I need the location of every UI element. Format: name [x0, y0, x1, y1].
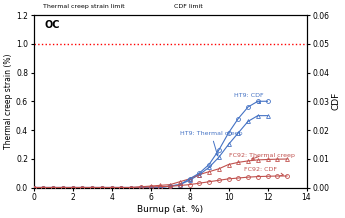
Text: OC: OC	[45, 20, 60, 30]
X-axis label: Burnup (at. %): Burnup (at. %)	[137, 205, 203, 214]
Text: HT9: Thermal creep: HT9: Thermal creep	[180, 131, 242, 156]
Text: FC92: CDF: FC92: CDF	[244, 167, 283, 176]
Text: HT9: CDF: HT9: CDF	[234, 93, 264, 103]
Text: CDF limit: CDF limit	[174, 4, 203, 9]
Text: Thermal creep strain limit: Thermal creep strain limit	[43, 4, 125, 9]
Y-axis label: CDF: CDF	[332, 92, 341, 110]
Text: FC92: Thermal creep: FC92: Thermal creep	[228, 153, 294, 159]
Y-axis label: Thermal creep strain (%): Thermal creep strain (%)	[4, 54, 13, 149]
